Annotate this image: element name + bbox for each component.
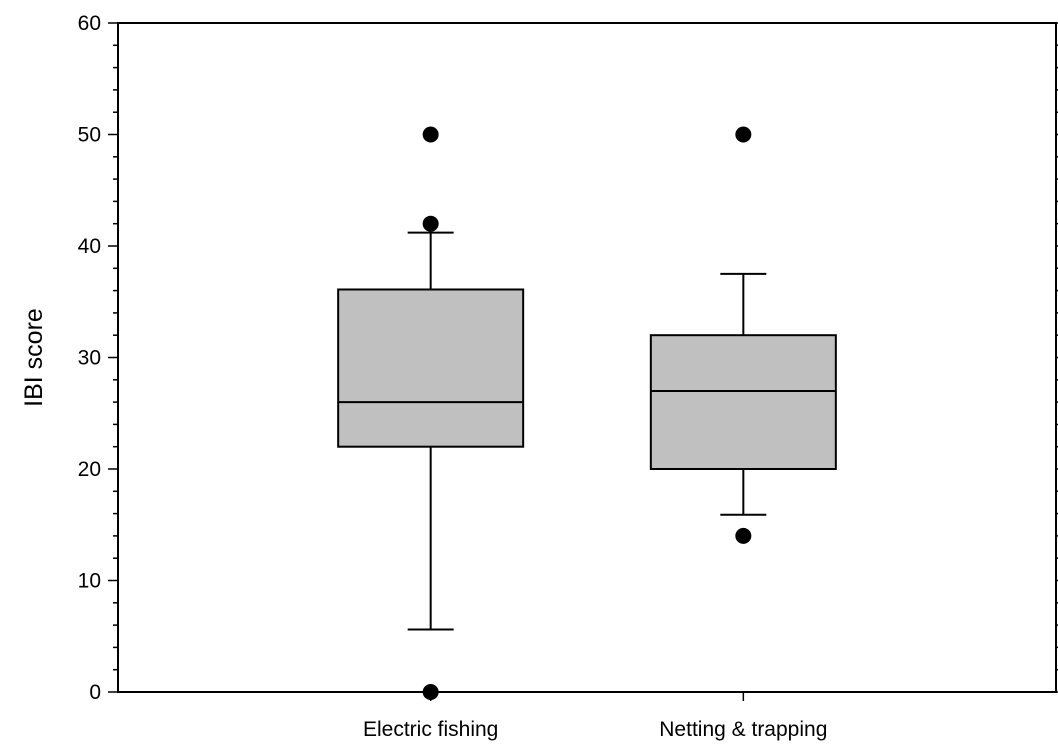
outlier-point bbox=[422, 126, 439, 143]
outlier-point bbox=[735, 527, 752, 544]
y-tick-label: 20 bbox=[78, 458, 101, 481]
x-tick-label: Electric fishing bbox=[363, 718, 498, 741]
outlier-point bbox=[735, 126, 752, 143]
box-1 bbox=[337, 126, 525, 700]
y-tick-label: 40 bbox=[78, 235, 101, 258]
y-tick-label: 10 bbox=[78, 570, 101, 593]
plot-area bbox=[117, 22, 1057, 693]
boxes bbox=[337, 126, 837, 700]
y-axis-title: IBI score bbox=[20, 308, 48, 407]
box-iqr bbox=[649, 334, 837, 471]
y-tick-label: 50 bbox=[78, 124, 101, 147]
x-tick-label: Netting & trapping bbox=[659, 718, 827, 741]
y-tick-label: 0 bbox=[89, 681, 101, 704]
x-axis: Electric fishing Netting & trapping bbox=[363, 692, 827, 741]
outlier-point bbox=[422, 215, 439, 232]
plot-border bbox=[117, 22, 1057, 693]
outlier-point bbox=[422, 684, 439, 700]
y-tick-label: 30 bbox=[78, 347, 101, 370]
y-axis: 0 10 20 30 40 50 60 bbox=[78, 12, 1058, 704]
box-2 bbox=[649, 126, 837, 544]
box-iqr bbox=[337, 288, 525, 448]
y-tick-label: 60 bbox=[78, 12, 101, 35]
